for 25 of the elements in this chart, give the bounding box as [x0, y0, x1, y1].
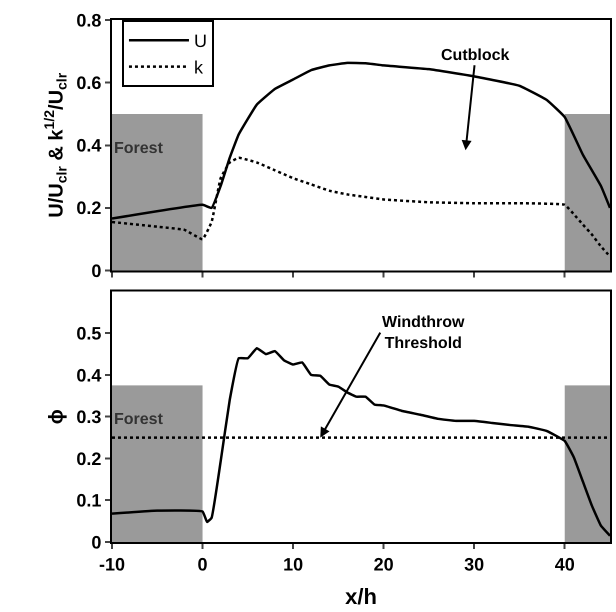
y-tick-label: 0.3: [76, 407, 102, 428]
y-tick-label: 0.8: [76, 10, 102, 30]
legend-label: U: [194, 31, 207, 52]
x-tick-label: 30: [464, 554, 484, 575]
ref-line-label: Windthrow Threshold: [382, 314, 466, 352]
x-tick-label: 40: [554, 554, 575, 575]
y-tick-label: 0.5: [76, 324, 102, 344]
annotation: Cutblock: [441, 47, 510, 64]
y-tick-label: 0.4: [76, 365, 102, 386]
legend-label: k: [194, 58, 204, 78]
y-axis-title: ϕ: [45, 409, 68, 424]
y-tick-label: 0.4: [76, 136, 102, 156]
x-tick-label: -10: [98, 554, 126, 575]
x-tick-label: 20: [374, 554, 394, 575]
x-tick-label: 10: [283, 554, 304, 575]
y-tick-label: 0.2: [76, 198, 102, 218]
y-tick-label: 0: [91, 260, 102, 281]
y-tick-label: 0.2: [76, 448, 102, 469]
x-axis-title: x/h: [345, 584, 377, 609]
band-label: Forest: [114, 411, 164, 428]
y-tick-label: 0.6: [76, 72, 102, 93]
band-label: Forest: [114, 140, 164, 157]
y-tick-label: 0: [91, 532, 102, 552]
y-tick-label: 0.1: [76, 490, 102, 511]
x-tick-label: 0: [198, 554, 208, 575]
